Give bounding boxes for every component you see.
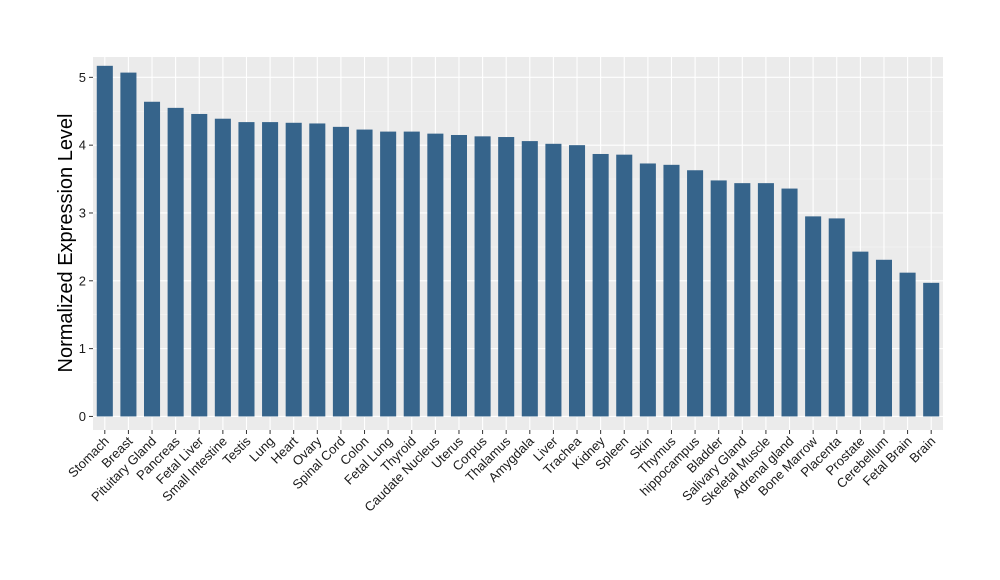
bar [144,101,161,417]
y-tick-label: 2 [79,273,86,288]
bar [309,123,326,417]
bar [710,180,727,417]
bar [96,65,113,417]
bar [214,118,231,417]
y-axis: 0 1 2 3 4 5 [79,70,93,424]
bar [592,153,609,417]
y-tick-label: 0 [79,409,86,424]
bar [639,163,656,417]
bar [899,272,916,417]
y-tick-label: 5 [79,70,86,85]
bar [238,122,255,417]
bar [734,183,751,417]
y-tick-label: 1 [79,341,86,356]
bar [262,122,279,417]
bar [356,129,373,417]
bar [403,131,420,417]
bar [569,145,586,417]
plot-panel [93,57,943,430]
bar [923,282,940,417]
bar [167,107,184,417]
bar [450,134,467,417]
bar [687,170,704,417]
bar [805,216,822,417]
bar [663,164,680,417]
bar [828,218,845,417]
bar [474,136,491,417]
bar [332,126,349,417]
bar [875,259,892,417]
bar [521,141,538,417]
bars [96,65,940,417]
y-tick-label: 4 [79,138,86,153]
x-tick-label: Brain [906,434,938,466]
bar [380,131,397,417]
bar [616,154,633,417]
y-axis-title: Normalized Expression Level [55,113,77,372]
bar [545,143,562,417]
bar [285,122,302,417]
bar [427,133,444,417]
bar [757,183,774,417]
bar [852,251,869,417]
bar [498,137,515,417]
bar [120,72,137,417]
bar [781,188,798,417]
y-tick-label: 3 [79,205,86,220]
bar [191,113,208,417]
